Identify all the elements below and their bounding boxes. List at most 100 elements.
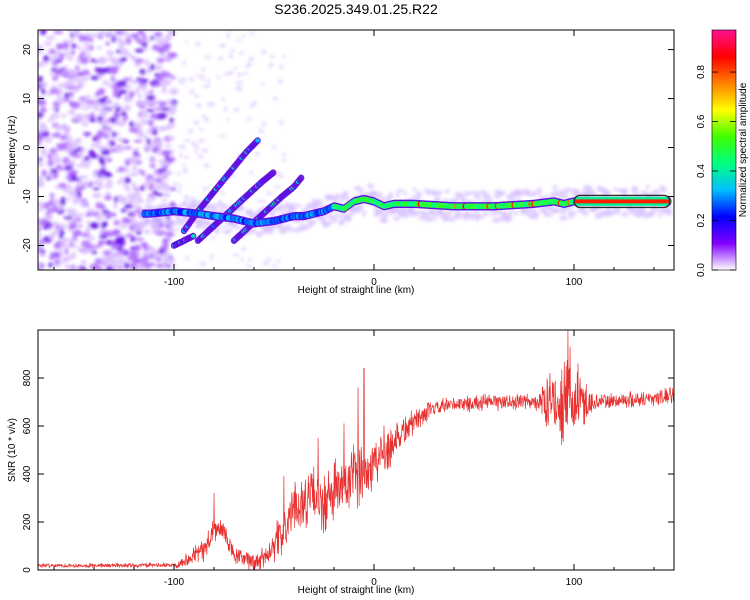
ridge-halo-blob	[559, 215, 568, 221]
noise-speckle	[157, 112, 167, 120]
noise-speckle	[152, 139, 162, 147]
noise-speckle	[38, 181, 43, 188]
noise-speckle	[122, 139, 130, 144]
ridge-halo-blob	[219, 225, 224, 229]
noise-speckle	[270, 55, 275, 60]
snr-axes: -100 0 100 0 200 400 600 800	[22, 330, 674, 588]
noise-speckle	[38, 217, 43, 225]
noise-speckle	[201, 67, 205, 72]
ridge-halo-blob	[299, 227, 308, 232]
ridge-halo-blob	[437, 190, 443, 195]
noise-speckle	[223, 72, 229, 76]
ridge-halo-blob	[280, 205, 288, 211]
ridge-halo-blob	[442, 213, 450, 217]
noise-speckle	[197, 138, 205, 143]
noise-speckle	[47, 153, 53, 160]
noise-speckle	[124, 159, 131, 167]
y-tick-label: -10	[22, 189, 33, 204]
ridge-halo-blob	[548, 212, 554, 217]
noise-speckle	[144, 228, 150, 235]
ridge-halo-blob	[493, 195, 501, 199]
noise-speckle	[153, 77, 162, 81]
noise-speckle	[121, 57, 128, 61]
noise-speckle	[146, 138, 151, 145]
noise-speckle	[75, 164, 86, 168]
noise-speckle	[160, 45, 170, 53]
ridge-halo-blob	[552, 184, 557, 191]
noise-speckle	[275, 260, 282, 263]
noise-speckle	[63, 166, 72, 171]
noise-speckle	[38, 141, 42, 146]
noise-speckle	[155, 148, 163, 156]
noise-speckle	[276, 171, 280, 175]
ridge-halo-blob	[403, 191, 408, 196]
noise-speckle	[235, 81, 243, 85]
noise-speckle	[82, 175, 88, 179]
ridge-halo-blob	[269, 224, 276, 230]
noise-speckle	[119, 51, 126, 56]
ridge-halo-blob	[374, 191, 383, 198]
noise-speckle	[105, 266, 114, 270]
noise-speckle	[147, 119, 154, 127]
noise-speckle	[81, 146, 86, 152]
noise-speckle	[201, 76, 206, 81]
noise-speckle	[101, 145, 107, 149]
noise-speckle	[89, 58, 96, 63]
noise-speckle	[118, 224, 129, 229]
noise-speckle	[129, 210, 137, 218]
noise-speckle	[197, 128, 205, 131]
noise-speckle	[81, 121, 89, 127]
noise-speckle	[66, 197, 71, 201]
noise-speckle	[59, 199, 66, 206]
noise-speckle	[63, 215, 74, 220]
ridge-halo-blob	[287, 227, 294, 233]
noise-speckle	[141, 251, 150, 257]
noise-speckle	[252, 100, 257, 106]
noise-speckle	[153, 46, 163, 51]
noise-speckle	[129, 172, 140, 177]
noise-speckle	[160, 70, 168, 78]
noise-speckle	[72, 233, 78, 241]
ridge-halo-blob	[217, 199, 223, 205]
noise-speckle	[169, 88, 179, 96]
noise-speckle	[278, 79, 283, 84]
noise-speckle	[123, 185, 130, 190]
x-tick-label: -100	[164, 277, 184, 288]
ridge-halo-blob	[478, 214, 486, 219]
noise-speckle	[205, 83, 211, 88]
noise-speckle	[161, 86, 167, 94]
ridge-halo-blob	[402, 212, 410, 219]
noise-speckle	[156, 57, 165, 63]
ridge-halo-blob	[290, 202, 298, 208]
snr-marks	[38, 330, 674, 570]
noise-speckle	[97, 239, 104, 248]
noise-speckle	[265, 258, 272, 261]
noise-speckle	[109, 212, 117, 218]
noise-speckle	[137, 30, 145, 36]
ridge-halo-blob	[362, 210, 367, 217]
noise-speckle	[219, 44, 226, 48]
noise-speckle	[133, 139, 143, 143]
noise-speckle	[84, 162, 91, 169]
noise-speckle	[58, 182, 67, 189]
noise-speckle	[83, 46, 91, 53]
noise-speckle	[209, 102, 216, 107]
noise-speckle	[166, 99, 172, 105]
noise-speckle	[56, 205, 66, 211]
ridge-halo-blob	[464, 190, 471, 197]
y-tick-label: 20	[22, 44, 33, 56]
noise-speckle	[62, 42, 70, 50]
ridge-halo-blob	[513, 211, 519, 216]
noise-speckle	[112, 112, 121, 120]
noise-speckle	[206, 78, 211, 83]
noise-speckle	[203, 117, 210, 122]
ridge-halo-blob	[137, 198, 144, 203]
noise-speckle	[201, 114, 207, 118]
noise-speckle	[241, 246, 246, 251]
noise-speckle	[55, 43, 65, 48]
noise-speckle	[128, 75, 134, 83]
ridge-halo-blob	[315, 198, 324, 205]
ridge-halo-blob	[395, 192, 400, 198]
noise-speckle	[38, 201, 45, 207]
snr-panel: -100 0 100 0 200 400 600 800 Height of straight…	[7, 329, 675, 596]
